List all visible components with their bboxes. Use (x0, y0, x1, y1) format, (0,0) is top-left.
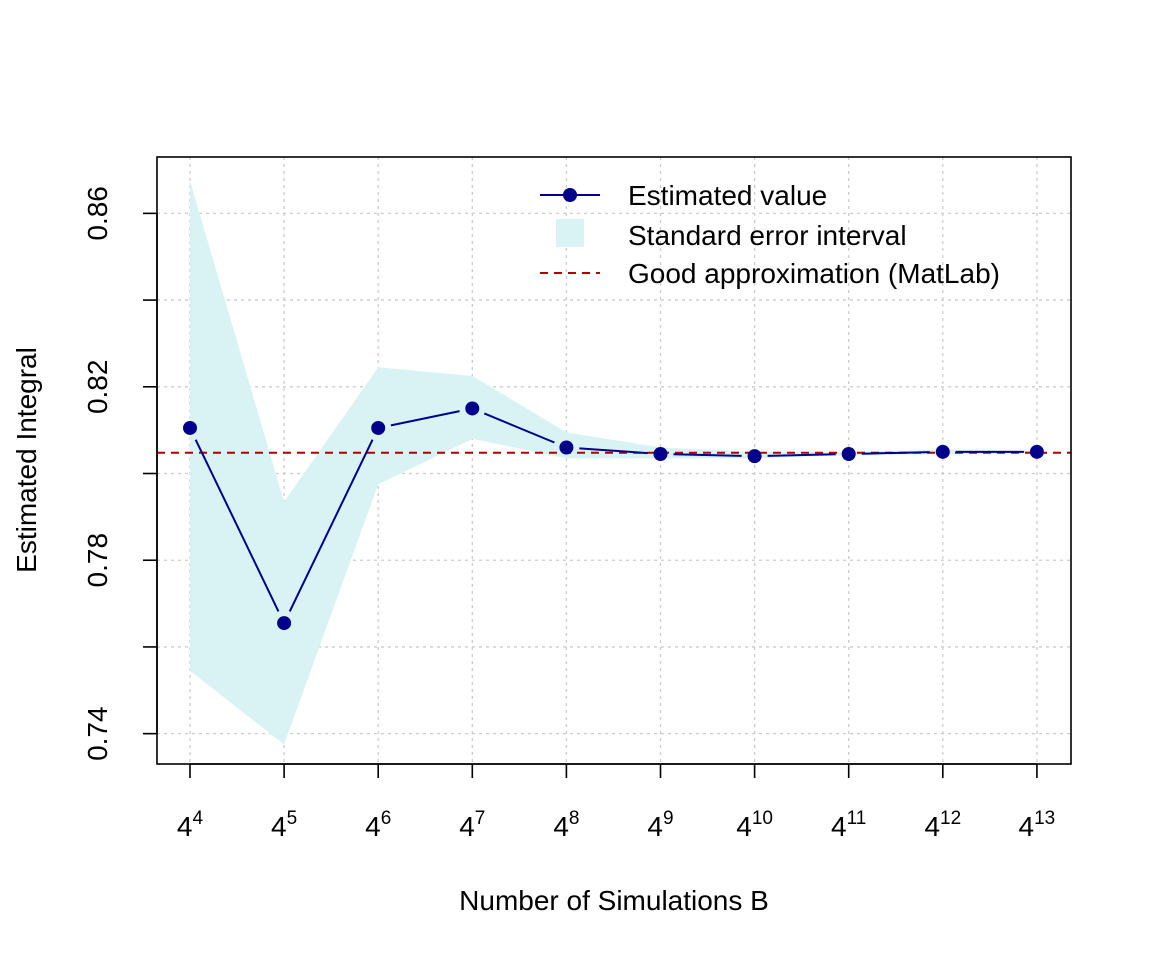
x-tick-label-9: 413 (1019, 808, 1056, 842)
y-tick-label-4: 0.82 (82, 360, 113, 415)
series-segment-0 (194, 439, 280, 612)
standard-error-band-layer (190, 180, 1037, 745)
standard-error-band (190, 180, 1037, 745)
legend-estimated-label: Estimated value (628, 180, 827, 211)
data-point-8 (935, 444, 950, 459)
x-tick-label-4: 48 (553, 808, 579, 842)
data-point-1 (277, 616, 292, 631)
legend-interval-label: Standard error interval (628, 220, 907, 251)
data-point-0 (183, 420, 197, 435)
series-segment-3 (483, 412, 555, 444)
series-segment-7 (861, 451, 930, 455)
series-segment-1 (288, 439, 374, 612)
series-layer (183, 401, 1044, 631)
x-tick-label-2: 46 (365, 808, 391, 842)
legend-estimated-marker (563, 188, 577, 202)
y-tick-label-6: 0.86 (82, 186, 113, 241)
legend-reference-label: Good approximation (MatLab) (628, 258, 1000, 289)
series-segment-2 (390, 410, 460, 427)
data-point-5 (653, 446, 668, 461)
data-point-9 (1029, 444, 1044, 459)
x-tick-label-6: 410 (736, 808, 773, 842)
x-tick-label-1: 45 (271, 808, 297, 842)
x-tick-label-7: 411 (831, 808, 866, 842)
series-segment-4 (579, 447, 648, 455)
x-tick-label-5: 49 (647, 808, 673, 842)
data-point-7 (841, 446, 856, 461)
data-point-3 (465, 401, 480, 416)
x-axis-label: Number of Simulations B (459, 885, 769, 916)
x-tick-label-0: 44 (177, 808, 204, 842)
series-segment-5 (673, 453, 742, 457)
series-segment-6 (767, 453, 836, 457)
axes: 0.74 0.78 0.82 0.86 44 45 46 47 48 49 410 411 412 413 (82, 186, 1055, 842)
x-tick-label-8: 412 (924, 808, 961, 842)
data-point-2 (371, 420, 386, 435)
data-point-4 (559, 440, 574, 455)
y-axis-label: Estimated Integral (11, 347, 42, 573)
y-tick-label-0: 0.74 (82, 706, 113, 761)
y-tick-label-2: 0.78 (82, 533, 113, 588)
x-tick-label-3: 47 (459, 808, 485, 842)
data-point-6 (747, 449, 762, 464)
legend: Estimated value Standard error interval … (540, 180, 1000, 289)
legend-interval-swatch (556, 219, 584, 247)
